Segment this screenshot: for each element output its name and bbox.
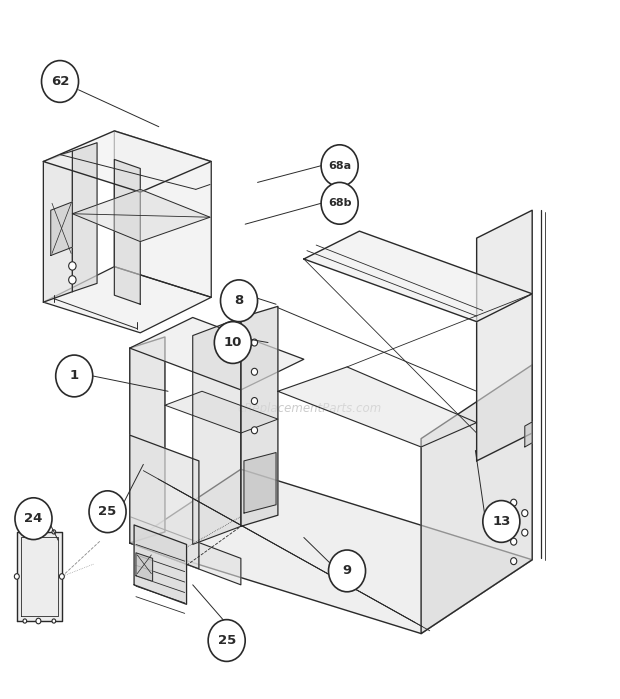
Polygon shape bbox=[477, 210, 532, 461]
Polygon shape bbox=[43, 151, 73, 302]
Polygon shape bbox=[130, 337, 165, 543]
Text: 8: 8 bbox=[234, 294, 244, 308]
Circle shape bbox=[89, 491, 126, 533]
Circle shape bbox=[14, 574, 19, 579]
Circle shape bbox=[42, 61, 79, 102]
Circle shape bbox=[23, 619, 27, 623]
Circle shape bbox=[69, 275, 76, 284]
Polygon shape bbox=[114, 159, 140, 304]
Circle shape bbox=[521, 510, 528, 517]
Circle shape bbox=[521, 529, 528, 536]
Circle shape bbox=[329, 550, 366, 592]
Circle shape bbox=[69, 262, 76, 270]
Polygon shape bbox=[17, 532, 62, 621]
Text: 68b: 68b bbox=[328, 199, 352, 208]
Circle shape bbox=[321, 182, 358, 224]
Polygon shape bbox=[43, 266, 211, 333]
Polygon shape bbox=[421, 365, 532, 633]
Text: eReplacementParts.com: eReplacementParts.com bbox=[238, 402, 382, 415]
Polygon shape bbox=[165, 391, 278, 433]
Polygon shape bbox=[130, 435, 199, 569]
Text: 68a: 68a bbox=[328, 161, 351, 171]
Text: 62: 62 bbox=[51, 75, 69, 88]
Circle shape bbox=[208, 619, 245, 661]
Polygon shape bbox=[244, 452, 276, 513]
Circle shape bbox=[15, 498, 52, 540]
Text: 1: 1 bbox=[69, 370, 79, 382]
Polygon shape bbox=[51, 202, 73, 256]
Polygon shape bbox=[73, 189, 210, 242]
Circle shape bbox=[251, 368, 257, 375]
Polygon shape bbox=[114, 131, 211, 297]
Polygon shape bbox=[43, 131, 211, 192]
Polygon shape bbox=[130, 469, 532, 633]
Circle shape bbox=[511, 499, 516, 506]
Text: 25: 25 bbox=[218, 634, 236, 647]
Circle shape bbox=[483, 500, 520, 542]
Polygon shape bbox=[130, 317, 304, 390]
Circle shape bbox=[251, 398, 257, 405]
Text: 25: 25 bbox=[99, 505, 117, 518]
Circle shape bbox=[215, 322, 251, 363]
Polygon shape bbox=[73, 143, 97, 291]
Text: 10: 10 bbox=[224, 336, 242, 349]
Circle shape bbox=[511, 538, 516, 545]
Circle shape bbox=[23, 530, 27, 534]
Polygon shape bbox=[134, 525, 187, 605]
Circle shape bbox=[60, 574, 64, 579]
Polygon shape bbox=[136, 553, 153, 582]
Polygon shape bbox=[525, 422, 532, 447]
Circle shape bbox=[251, 339, 257, 346]
Polygon shape bbox=[193, 317, 241, 545]
Circle shape bbox=[221, 280, 257, 322]
Circle shape bbox=[56, 355, 93, 397]
Circle shape bbox=[52, 530, 56, 534]
Circle shape bbox=[321, 145, 358, 187]
Polygon shape bbox=[241, 306, 278, 526]
Polygon shape bbox=[130, 517, 241, 585]
Circle shape bbox=[36, 618, 41, 624]
Circle shape bbox=[511, 558, 516, 565]
Polygon shape bbox=[278, 367, 477, 447]
Text: 13: 13 bbox=[492, 515, 510, 528]
Polygon shape bbox=[304, 231, 532, 322]
Circle shape bbox=[251, 427, 257, 434]
Circle shape bbox=[36, 529, 41, 535]
Text: 9: 9 bbox=[342, 564, 352, 577]
Circle shape bbox=[511, 519, 516, 526]
Text: 24: 24 bbox=[24, 512, 43, 525]
Circle shape bbox=[52, 619, 56, 623]
